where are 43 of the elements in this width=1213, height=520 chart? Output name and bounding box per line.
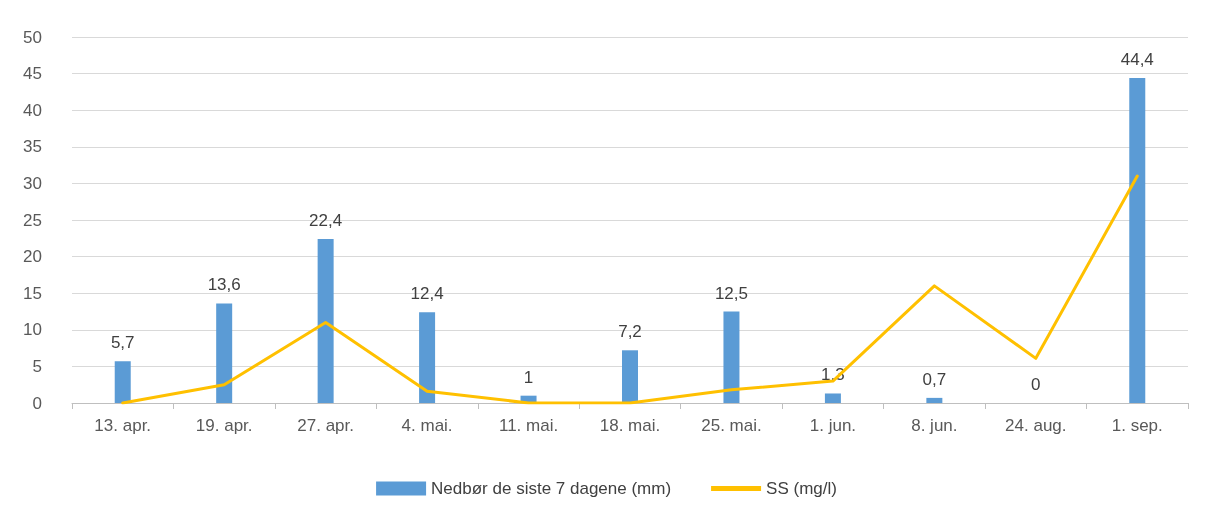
x-tick-label: 11. mai. [498,416,559,435]
data-label: 22,4 [309,211,343,231]
x-tick-label: 1. sep. [1111,416,1163,435]
y-tick-label: 35 [23,137,42,157]
data-label: 0 [1031,375,1041,394]
x-tick-label: 8. jun. [911,416,958,435]
data-label: 12,4 [410,284,444,304]
y-tick-label: 25 [23,210,42,230]
data-label: 13,6 [207,275,241,295]
bar [317,239,334,403]
legend-label: Nedbør de siste 7 dagene (mm) [431,479,672,498]
x-tick-label: 25. mai. [701,416,762,435]
x-tick-label: 1. jun. [809,416,857,435]
y-tick-label: 40 [23,100,42,120]
y-tick-label: 50 [23,27,42,47]
bar [1129,77,1146,403]
y-tick-label: 5 [32,356,42,376]
x-tick-label: 4. mai. [401,416,453,435]
x-tick-label: 24. aug. [1005,416,1067,435]
bar [216,303,233,403]
bar [926,397,943,403]
x-tick-label: 13. apr. [94,416,152,435]
bar [419,312,436,403]
x-tick-label: 18. mai. [599,416,661,435]
x-tick-label: 19. apr. [195,416,253,435]
y-tick-label: 30 [23,173,42,193]
bar [622,350,638,403]
y-tick-label: 0 [32,393,42,413]
y-tick-label: 10 [23,320,42,340]
data-label: 5,7 [110,333,135,353]
bar [824,393,841,403]
data-label: 44,4 [1120,49,1154,69]
bar [114,361,131,403]
x-tick-label: 27. apr. [297,416,354,435]
y-tick-label: 15 [23,283,42,303]
data-label: 0,7 [922,369,947,389]
y-tick-label: 20 [23,247,42,267]
bar [723,311,740,403]
data-label: 1 [523,367,534,387]
legend-label: SS (mg/l) [766,479,837,498]
data-label: 7,2 [618,322,642,342]
y-tick-label: 45 [23,64,42,84]
data-label: 12,5 [714,283,748,303]
